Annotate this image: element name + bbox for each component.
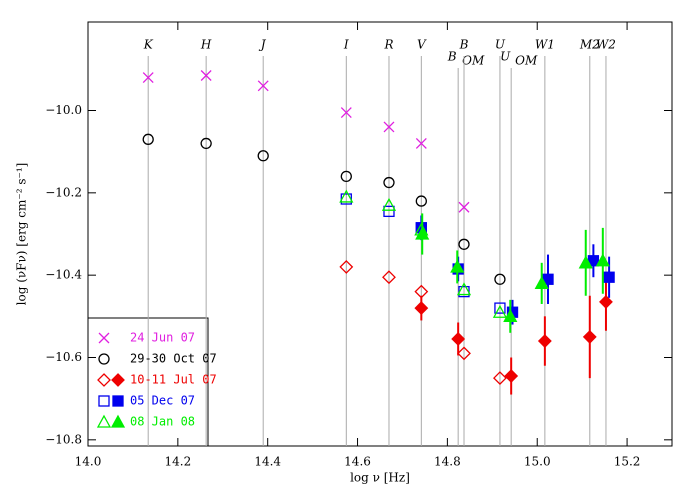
marker [200, 70, 212, 81]
marker [98, 353, 110, 365]
x-tick-label: 15.0 [524, 455, 551, 469]
marker [415, 195, 427, 207]
legend-label: 24 Jun 07 [130, 331, 195, 345]
marker [381, 197, 397, 211]
marker [97, 373, 111, 387]
marker [382, 270, 396, 285]
marker [112, 395, 124, 407]
marker [494, 273, 506, 285]
marker [603, 271, 615, 283]
marker [578, 255, 593, 269]
y-tick-label: −10.6 [45, 350, 82, 364]
marker [534, 276, 549, 290]
marker [340, 170, 352, 183]
marker [340, 107, 352, 119]
marker [383, 121, 395, 133]
legend-label: 05 Dec 07 [130, 394, 195, 408]
marker [383, 205, 395, 218]
marker [595, 253, 610, 267]
marker [142, 133, 154, 145]
marker [96, 414, 112, 428]
x-axis-label: log ν [Hz] [350, 471, 410, 485]
filter-label: B [459, 38, 469, 52]
filter-label: H [200, 38, 212, 52]
marker [339, 260, 354, 274]
x-tick-label: 14.8 [434, 455, 461, 469]
marker [456, 282, 472, 296]
x-tick-label: 14.2 [164, 455, 191, 469]
filter-subscript: OM [462, 54, 485, 68]
marker [458, 238, 470, 250]
legend-label: 10-11 Jul 07 [130, 373, 217, 387]
marker [457, 346, 471, 361]
filter-label: U [500, 50, 511, 64]
legend-label: 29-30 Oct 07 [130, 352, 217, 366]
marker [458, 201, 470, 213]
y-axis-label: log (νFν) [erg cm⁻² s⁻¹] [15, 163, 29, 306]
marker [451, 332, 466, 346]
x-tick-label: 14.6 [344, 455, 371, 469]
marker [110, 414, 126, 428]
y-tick-label: −10.4 [45, 268, 82, 282]
marker [98, 395, 110, 407]
filter-label: V [417, 38, 427, 52]
marker [339, 189, 354, 203]
marker [414, 301, 429, 316]
filter-label: W2 [596, 38, 616, 52]
marker [503, 308, 518, 322]
marker [142, 72, 154, 84]
filter-label: U [495, 38, 506, 52]
marker [450, 259, 465, 273]
marker [537, 334, 552, 348]
x-tick-label: 14.0 [75, 455, 102, 469]
marker [257, 150, 269, 162]
marker [111, 373, 125, 387]
x-tick-label: 14.4 [254, 455, 281, 469]
marker [494, 302, 506, 314]
y-tick-label: −10.8 [45, 432, 82, 446]
marker [257, 80, 269, 92]
legend-label: 08 Jan 08 [130, 415, 195, 429]
marker [98, 332, 110, 344]
filter-label: J [258, 38, 267, 52]
filter-label: B [447, 50, 457, 64]
filter-label: I [343, 38, 349, 52]
filter-subscript: OM [515, 54, 538, 68]
filter-label: W1 [535, 38, 555, 52]
marker [504, 369, 519, 383]
marker [493, 371, 507, 385]
y-tick-label: −10.0 [45, 103, 82, 117]
marker [582, 329, 597, 344]
filter-label: M2 [579, 38, 600, 52]
marker [415, 226, 430, 240]
marker [415, 137, 427, 149]
marker [200, 137, 212, 150]
marker [492, 304, 508, 318]
plot-frame [87, 21, 673, 447]
marker [599, 295, 613, 309]
filter-label: K [143, 38, 154, 52]
filter-label: R [383, 38, 393, 52]
marker [383, 176, 395, 189]
x-tick-label: 15.2 [614, 455, 641, 469]
y-tick-label: −10.2 [45, 185, 82, 199]
